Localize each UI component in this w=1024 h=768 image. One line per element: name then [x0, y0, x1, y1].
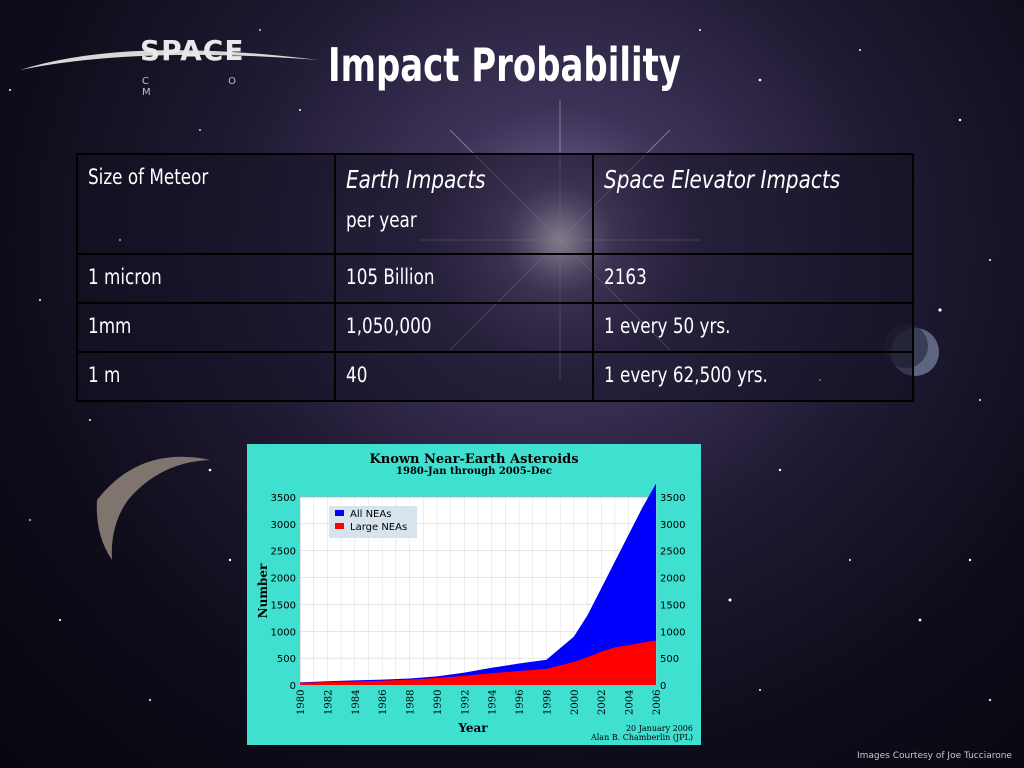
- chart-subtitle: 1980-Jan through 2005-Dec: [396, 466, 552, 477]
- y-axis-label: Number: [256, 563, 270, 618]
- legend-swatch: [335, 523, 344, 529]
- x-tick-label: 1996: [515, 690, 526, 715]
- y-tick-label: 0: [290, 681, 296, 692]
- x-tick-label: 1980: [296, 690, 307, 715]
- x-tick-label: 1998: [542, 690, 553, 715]
- x-tick-label: 2002: [597, 690, 608, 715]
- y-tick-label-right: 2000: [660, 574, 685, 585]
- x-tick-label: 2004: [625, 690, 636, 715]
- cell-size: 1 micron: [76, 253, 336, 304]
- logo-sub: C O M: [142, 76, 275, 98]
- y-tick-label-right: 500: [660, 654, 679, 665]
- x-tick-label: 1984: [351, 690, 362, 715]
- chart-title: Known Near-Earth Asteroids: [369, 452, 579, 467]
- header-earth-sub: per year: [346, 208, 417, 232]
- table-header-row: Size of Meteor Earth Impacts per year Sp…: [76, 153, 914, 255]
- header-earth: Earth Impacts per year: [334, 153, 594, 255]
- cell-size: 1mm: [76, 302, 336, 353]
- y-tick-label: 1500: [271, 600, 296, 611]
- cell-elevator: 2163: [592, 253, 914, 304]
- y-tick-label-right: 2500: [660, 547, 685, 558]
- x-tick-label: 1990: [433, 690, 444, 715]
- legend-swatch: [335, 510, 344, 516]
- x-tick-label: 1992: [460, 690, 471, 715]
- image-credit: Images Courtesy of Joe Tucciarone: [857, 751, 1012, 761]
- y-tick-label-right: 0: [660, 681, 666, 692]
- cell-elevator: 1 every 62,500 yrs.: [592, 351, 914, 402]
- legend-label: All NEAs: [350, 509, 391, 520]
- y-tick-label-right: 1500: [660, 600, 685, 611]
- y-tick-label: 3000: [271, 520, 296, 531]
- logo-word: SPACE: [140, 34, 245, 67]
- nea-chart: Known Near-Earth Asteroids 1980-Jan thro…: [247, 444, 701, 745]
- x-tick-label: 1982: [323, 690, 334, 715]
- header-size: Size of Meteor: [76, 153, 336, 255]
- cell-earth: 40: [334, 351, 594, 402]
- chart-plot: 0 0 500 500 1000 1000 1500 1500 2000 2000 2500 2500…: [256, 483, 693, 742]
- series-area-large-neas: [300, 640, 656, 685]
- table-row: 1 m 40 1 every 62,500 yrs.: [76, 351, 914, 402]
- table-row: 1mm 1,050,000 1 every 50 yrs.: [76, 302, 914, 353]
- cell-elevator: 1 every 50 yrs.: [592, 302, 914, 353]
- x-tick-label: 1986: [378, 690, 389, 715]
- y-tick-label: 1000: [271, 627, 296, 638]
- y-tick-label-right: 3500: [660, 493, 685, 504]
- chart-annotation-date: 20 January 2006: [626, 724, 693, 733]
- y-tick-label-right: 3000: [660, 520, 685, 531]
- chart-annotation-author: Alan B. Chamberlin (JPL): [590, 733, 693, 742]
- y-tick-label: 2500: [271, 547, 296, 558]
- cell-size: 1 m: [76, 351, 336, 402]
- impact-table: Size of Meteor Earth Impacts per year Sp…: [76, 153, 914, 402]
- table-row: 1 micron 105 Billion 2163: [76, 253, 914, 304]
- cell-earth: 105 Billion: [334, 253, 594, 304]
- x-tick-label: 1988: [406, 690, 417, 715]
- logo-swoosh-icon: [20, 50, 318, 70]
- y-tick-label-right: 1000: [660, 627, 685, 638]
- y-tick-label: 2000: [271, 574, 296, 585]
- x-axis-label: Year: [457, 721, 488, 735]
- x-tick-label: 2000: [570, 690, 581, 715]
- x-tick-label: 1994: [488, 690, 499, 715]
- legend-label: Large NEAs: [350, 522, 407, 533]
- y-tick-label: 500: [277, 654, 296, 665]
- x-tick-label: 2006: [652, 690, 663, 715]
- header-elevator: Space Elevator Impacts: [592, 153, 914, 255]
- space-com-logo: SPACE C O M: [18, 18, 338, 98]
- page-title: Impact Probability: [328, 38, 681, 92]
- y-tick-label: 3500: [271, 493, 296, 504]
- cell-earth: 1,050,000: [334, 302, 594, 353]
